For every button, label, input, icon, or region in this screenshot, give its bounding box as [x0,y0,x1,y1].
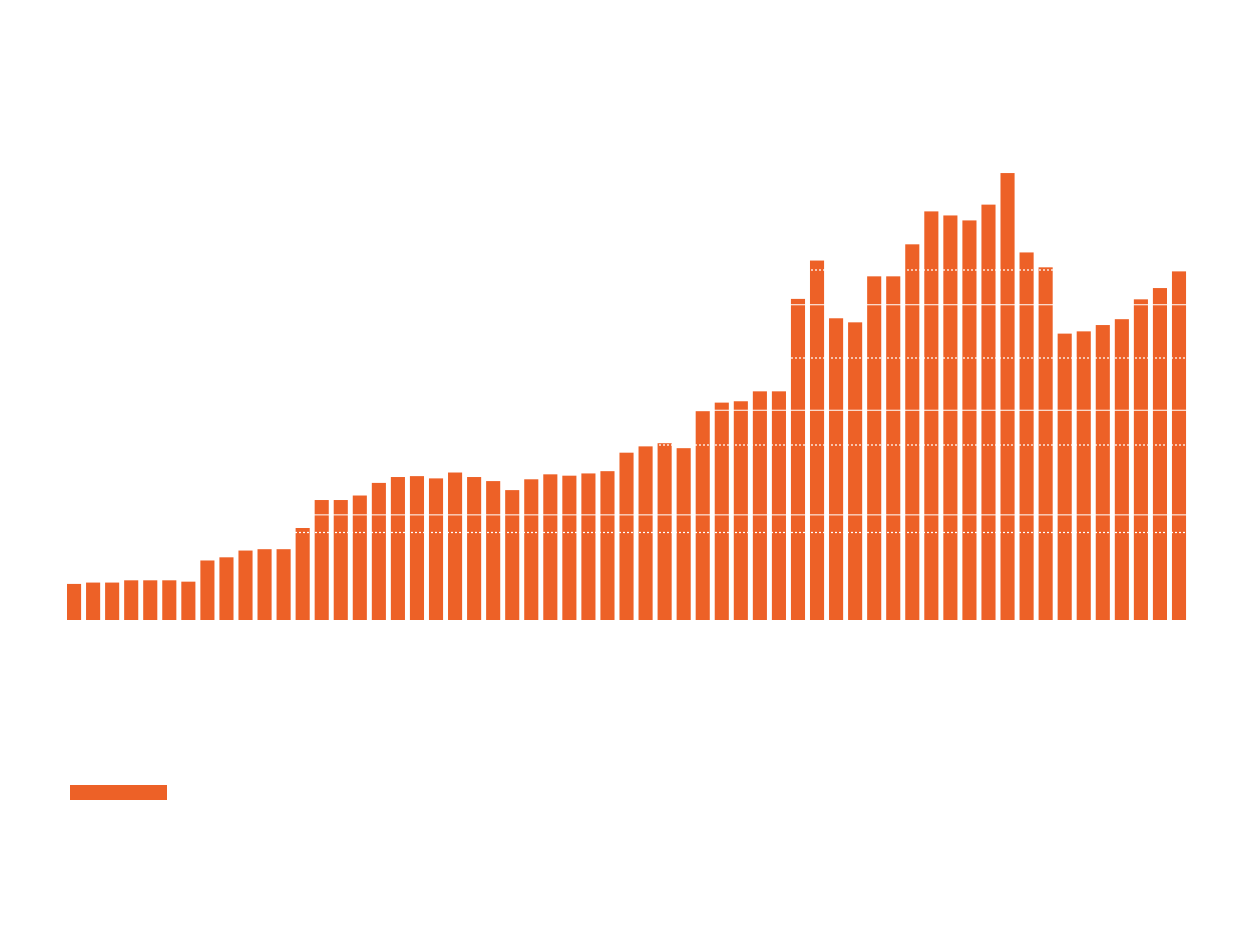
legend-swatch [70,785,167,800]
bar [143,580,158,620]
bar [486,481,501,620]
bar [771,391,786,620]
bar [581,473,596,620]
bar [105,582,120,620]
bar [1171,271,1187,620]
bar [867,276,882,620]
bar [295,528,310,620]
bar [657,443,672,620]
bar [448,472,463,620]
bar [809,260,825,620]
bar [1076,331,1091,620]
bar [1152,288,1167,620]
bar [352,495,367,620]
bar [428,478,444,620]
bar [695,411,710,620]
bar [1019,252,1034,620]
bar [257,549,272,620]
bar [1038,267,1053,620]
bar [200,560,215,620]
bar [124,580,139,620]
bar [829,318,844,620]
bar [600,471,615,620]
bar [848,322,863,620]
bar [543,474,558,620]
bar [1000,173,1015,620]
bar [219,557,234,620]
bar [162,580,177,620]
bar [943,215,958,620]
bar [1114,319,1129,620]
bar [1057,333,1072,620]
bar [238,550,253,620]
bar [790,298,806,620]
bar [905,244,920,620]
bar [1133,299,1148,620]
bar [276,549,291,620]
bar [638,446,653,620]
bar [752,391,767,620]
bar [505,490,520,620]
bar [714,402,729,620]
bar [86,582,101,620]
bar [562,475,577,620]
bar [886,276,901,620]
gridlines-layer [67,269,1191,534]
bar [924,211,939,620]
bar [962,220,977,620]
bar [390,477,405,620]
bar [733,401,748,620]
bar [676,448,691,620]
bar [524,479,539,620]
bar [181,581,196,620]
bar [333,500,348,620]
bar [314,500,329,620]
bar [1095,325,1110,620]
bar [371,482,386,620]
bar [467,477,482,620]
bar [619,452,634,620]
bar [409,476,425,620]
bar [67,583,82,620]
bars-layer [67,173,1187,620]
bar [981,204,996,620]
